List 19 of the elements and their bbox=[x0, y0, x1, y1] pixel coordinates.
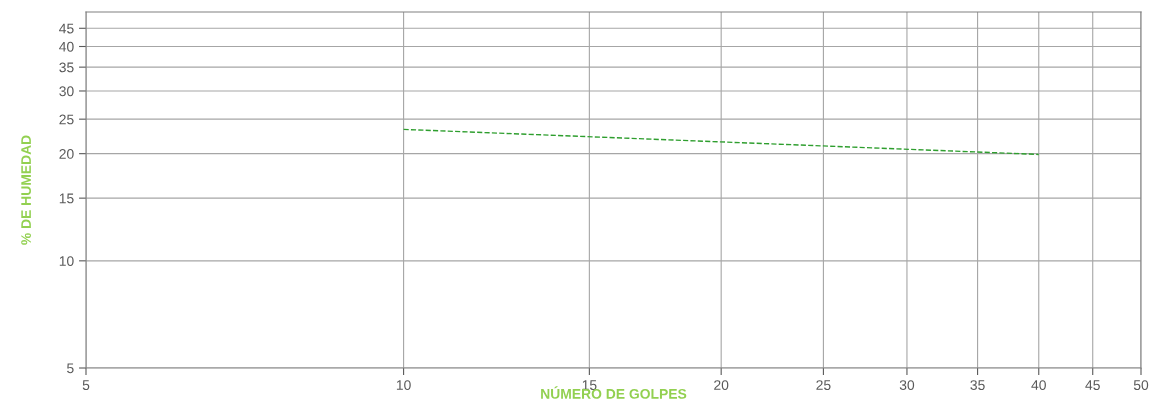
y-tick-label: 10 bbox=[59, 256, 74, 266]
x-tick-label: 35 bbox=[970, 380, 985, 391]
y-tick-label: 35 bbox=[59, 62, 74, 73]
x-tick-label: 10 bbox=[396, 380, 411, 391]
x-tick-label: 50 bbox=[1133, 380, 1149, 391]
y-tick-label: 45 bbox=[59, 23, 74, 34]
x-tick-label: 40 bbox=[1031, 380, 1046, 391]
y-tick-label: 40 bbox=[59, 41, 74, 52]
y-axis-title: % DE HUMEDAD bbox=[21, 135, 31, 245]
y-tick-label: 5 bbox=[67, 363, 74, 374]
x-tick-label: 30 bbox=[899, 380, 915, 391]
y-tick-label: 30 bbox=[59, 86, 74, 97]
y-tick-label: 25 bbox=[59, 114, 74, 125]
x-tick-label: 5 bbox=[82, 380, 90, 391]
x-tick-label: 45 bbox=[1085, 380, 1100, 391]
y-tick-label: 20 bbox=[59, 149, 74, 159]
x-tick-label: 25 bbox=[816, 380, 831, 391]
x-tick-label: 20 bbox=[714, 380, 729, 391]
y-tick-label: 15 bbox=[59, 193, 74, 204]
